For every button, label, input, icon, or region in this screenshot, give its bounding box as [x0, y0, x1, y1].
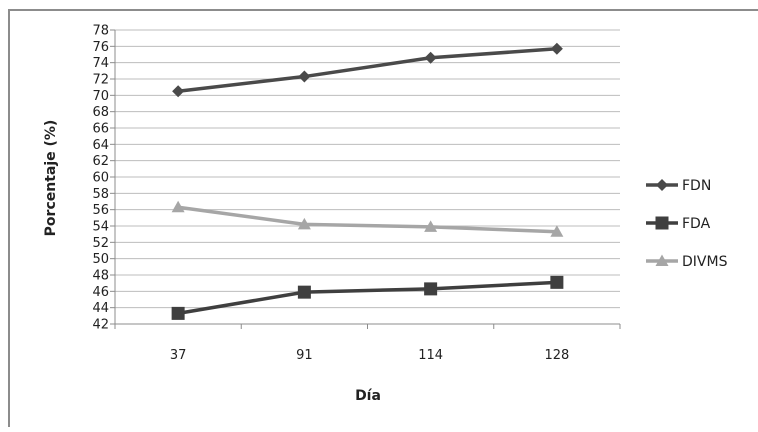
- x-tick-label-37: 37: [170, 348, 187, 363]
- point-fda-91: [297, 285, 311, 299]
- series-line-divms: [177, 205, 557, 234]
- series-line-fdn: [177, 47, 557, 93]
- y-tick-label-48: 48: [92, 269, 109, 284]
- legend-item-fdn: FDN: [646, 178, 711, 194]
- point-fdn-114: [424, 51, 437, 64]
- legend-label-divms: DIVMS: [682, 254, 728, 270]
- series: [171, 42, 564, 320]
- point-divms-114: [424, 220, 438, 232]
- legend-label-fdn: FDN: [682, 178, 711, 194]
- series-fda: [171, 275, 564, 320]
- legend-item-divms: DIVMS: [646, 254, 728, 270]
- y-tick-label-70: 70: [92, 89, 109, 104]
- point-fdn-91: [298, 70, 311, 83]
- y-tick-label-66: 66: [92, 122, 109, 137]
- point-fda-114: [424, 282, 438, 296]
- legend-item-fda: FDA: [646, 216, 711, 232]
- y-tick-label-50: 50: [92, 252, 109, 267]
- series-line-fda: [177, 280, 557, 316]
- legend-marker-divms: [655, 254, 669, 266]
- x-axis-title: Día: [355, 388, 381, 404]
- series-fdn: [172, 42, 563, 98]
- y-axis-title: Porcentaje (%): [43, 120, 59, 237]
- legend-marker-fda: [655, 216, 669, 230]
- x-tick-label-114: 114: [418, 348, 443, 363]
- series-divms: [171, 200, 564, 237]
- axes: [110, 29, 621, 329]
- y-tick-label-62: 62: [92, 154, 109, 169]
- point-fda-128: [550, 275, 564, 289]
- point-fdn-37: [172, 85, 185, 98]
- y-tick-label-78: 78: [92, 24, 109, 39]
- legend-marker-fdn: [656, 179, 668, 191]
- y-tick-label-52: 52: [92, 236, 109, 251]
- point-fdn-128: [550, 42, 563, 55]
- point-divms-91: [297, 217, 311, 230]
- legend: FDN FDA DIVMS: [646, 178, 728, 270]
- y-tick-label-44: 44: [92, 301, 109, 316]
- y-tick-label-60: 60: [92, 171, 109, 186]
- x-tick-label-128: 128: [544, 348, 569, 363]
- point-divms-128: [550, 225, 564, 237]
- y-tick-label-72: 72: [92, 73, 109, 88]
- legend-label-fda: FDA: [682, 216, 711, 232]
- point-fda-37: [171, 306, 185, 320]
- y-tick-label-74: 74: [92, 56, 109, 71]
- y-tick-label-68: 68: [92, 105, 109, 120]
- y-tick-label-76: 76: [92, 40, 109, 55]
- x-tick-label-91: 91: [296, 348, 313, 363]
- y-tick-label-64: 64: [92, 138, 109, 153]
- y-tick-label-54: 54: [92, 220, 109, 235]
- y-tick-label-42: 42: [92, 318, 109, 333]
- point-divms-37: [171, 200, 185, 213]
- gridlines: [115, 29, 620, 325]
- y-tick-label-46: 46: [92, 285, 109, 300]
- y-tick-label-58: 58: [92, 187, 109, 202]
- y-tick-label-56: 56: [92, 203, 109, 218]
